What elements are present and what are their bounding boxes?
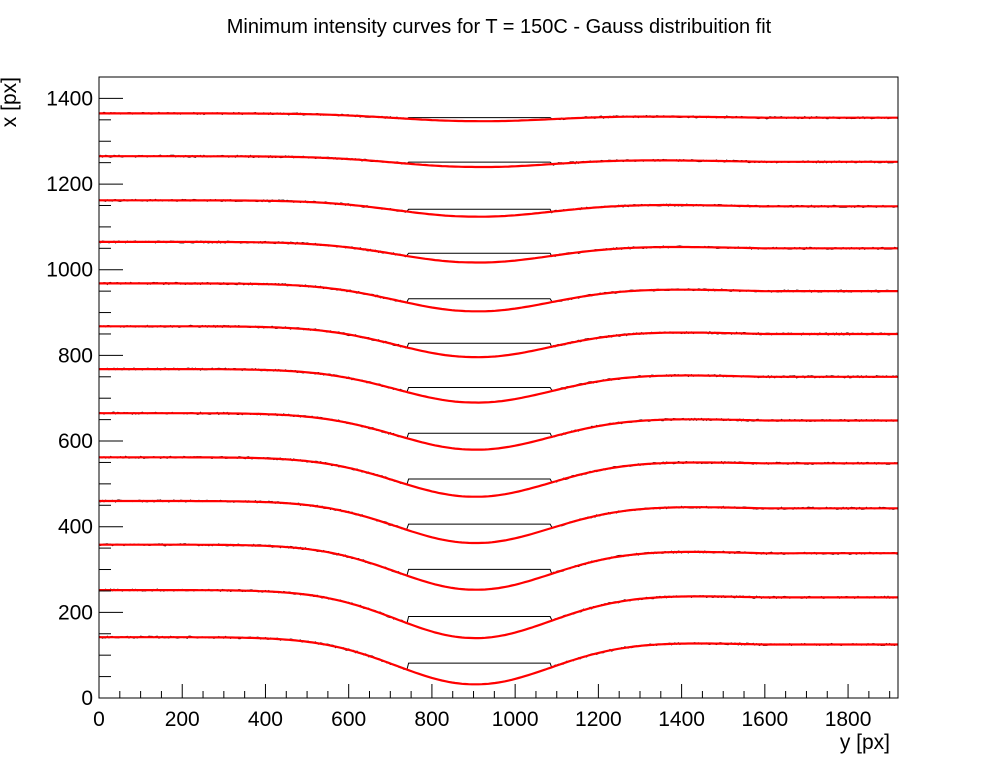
gauss-fit-line	[99, 155, 898, 169]
y-tick-label: 600	[58, 430, 93, 453]
data-trace-line	[98, 588, 899, 625]
y-tick-label: 400	[58, 516, 93, 539]
x-axis-ticks	[98, 684, 891, 698]
data-trace-line	[98, 411, 899, 439]
data-trace-line	[98, 281, 899, 304]
y-axis-label: x [px]	[0, 77, 21, 127]
x-axis-tick-labels: 0 200 400 600 800 1000 1200 1400 1600 1800	[93, 708, 871, 731]
y-axis-ticks	[99, 76, 123, 699]
y-tick-label: 800	[58, 344, 93, 367]
gauss-fit-line	[99, 499, 898, 545]
x-tick-label: 800	[414, 708, 449, 731]
data-trace-line	[98, 455, 899, 486]
gauss-fit-line	[99, 456, 898, 498]
x-axis-label: y [px]	[840, 731, 890, 754]
y-tick-label: 1000	[46, 259, 93, 282]
x-tick-label: 1800	[825, 708, 872, 731]
y-tick-label: 1400	[46, 87, 93, 110]
gauss-fit-line	[99, 199, 898, 218]
gauss-fit-line	[99, 368, 898, 404]
x-tick-label: 600	[331, 708, 366, 731]
gauss-fit-line	[99, 282, 898, 313]
gauss-fit-line	[99, 240, 898, 264]
y-tick-label: 200	[58, 601, 93, 624]
x-tick-label: 1000	[492, 708, 539, 731]
gauss-fit-line	[99, 588, 898, 640]
plot-frame	[98, 76, 899, 699]
x-tick-label: 1600	[741, 708, 788, 731]
gauss-fit-line	[99, 325, 898, 359]
gauss-fit-line	[99, 543, 898, 591]
x-tick-label: 0	[93, 708, 105, 731]
gauss-fit-line	[99, 112, 898, 123]
data-trace-line	[98, 324, 899, 349]
data-trace-line	[98, 543, 899, 577]
plot-area	[98, 111, 899, 686]
data-trace-line	[98, 499, 899, 531]
y-tick-label: 1200	[46, 173, 93, 196]
x-tick-label: 1200	[575, 708, 622, 731]
data-trace-line	[98, 367, 899, 393]
y-tick-label: 0	[81, 687, 93, 710]
x-tick-label: 1400	[658, 708, 705, 731]
gauss-fit-line	[99, 636, 898, 686]
chart-title: Minimum intensity curves for T = 150C - …	[227, 16, 772, 38]
gauss-fit-line	[99, 412, 898, 451]
x-tick-label: 400	[248, 708, 283, 731]
x-tick-label: 200	[165, 708, 200, 731]
y-axis-tick-labels: 0 200 400 600 800 1000 1200 1400	[46, 87, 93, 710]
data-trace-line	[98, 635, 898, 671]
